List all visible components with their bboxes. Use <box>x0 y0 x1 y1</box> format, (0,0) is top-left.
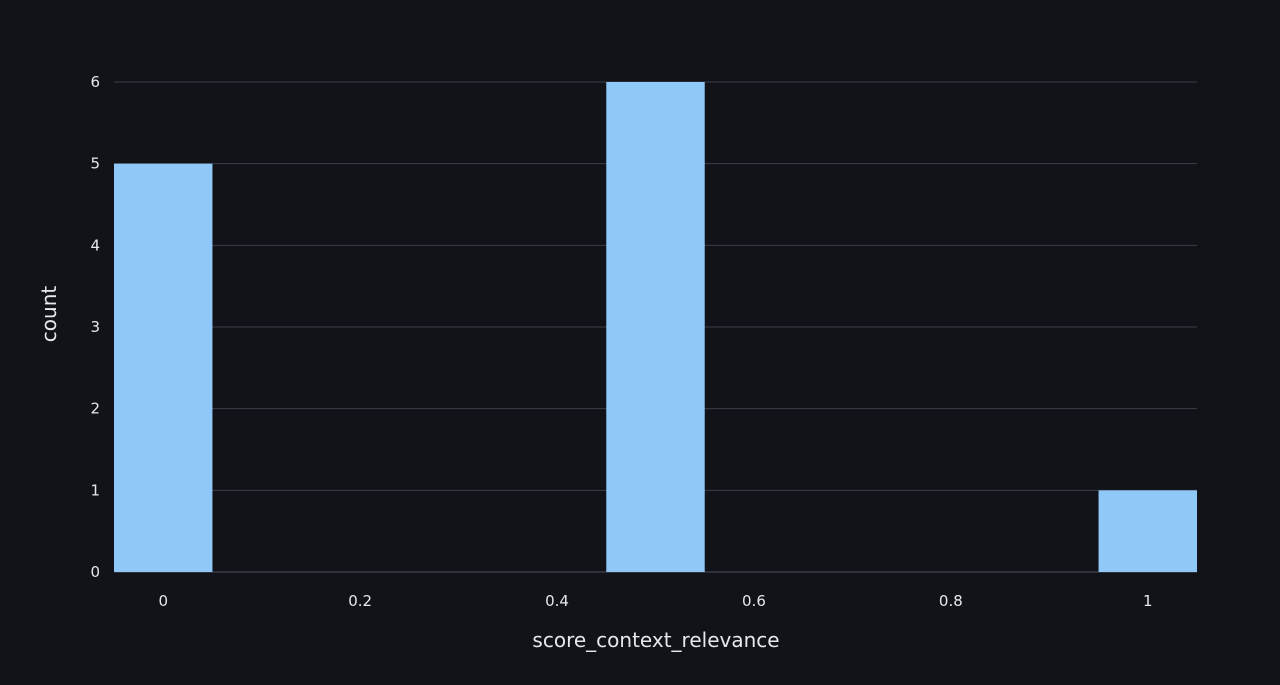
histogram-bar <box>1098 490 1197 572</box>
y-axis-title: count <box>37 286 61 343</box>
y-tick-label: 5 <box>90 155 100 173</box>
bars <box>114 82 1197 572</box>
x-tick-label: 0.6 <box>742 592 766 610</box>
histogram-bar <box>606 82 705 572</box>
y-tick-label: 0 <box>90 563 100 581</box>
x-axis-ticks: 0 0.2 0.4 0.6 0.8 1 <box>158 592 1152 610</box>
x-tick-label: 0.8 <box>939 592 963 610</box>
x-tick-label: 1 <box>1143 592 1153 610</box>
y-tick-label: 2 <box>90 400 100 418</box>
y-axis-ticks: 0 1 2 3 4 5 6 <box>90 73 100 581</box>
x-tick-label: 0.4 <box>545 592 569 610</box>
histogram-bar <box>114 163 213 572</box>
y-tick-label: 6 <box>90 73 100 91</box>
x-tick-label: 0.2 <box>348 592 372 610</box>
y-tick-label: 3 <box>90 318 100 336</box>
y-tick-label: 4 <box>90 236 100 254</box>
x-axis-title: score_context_relevance <box>532 628 779 652</box>
y-tick-label: 1 <box>90 481 100 499</box>
x-tick-label: 0 <box>158 592 168 610</box>
